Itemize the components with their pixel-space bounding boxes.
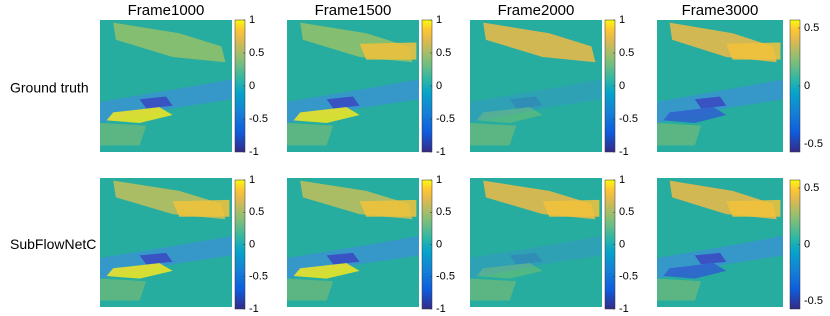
column-title: Frame1500 [315, 2, 392, 19]
heat-region [470, 79, 602, 123]
heat-region [542, 199, 600, 217]
colorbar-tick-label: 1 [619, 14, 625, 26]
heat-region [100, 122, 147, 146]
heat-region [509, 252, 543, 265]
colorbar-tick-label: -1 [436, 303, 446, 315]
heat-region [287, 278, 334, 301]
colorbar-tick-label: -0.5 [619, 113, 638, 125]
heat-region [694, 252, 727, 265]
heat-region [326, 252, 360, 265]
colorbar-tick-label: 0.5 [436, 206, 451, 218]
heat-region [293, 107, 360, 123]
heatmap [470, 20, 602, 152]
colorbar-tick-label: 0 [619, 238, 625, 250]
colorbar-tick-label: 0 [619, 80, 625, 92]
column-title: Frame1000 [128, 2, 205, 19]
heatmap [657, 178, 783, 307]
heat-region [326, 96, 360, 109]
heat-region [663, 263, 727, 279]
heat-region [663, 107, 727, 123]
heat-region [694, 96, 727, 109]
column-title: Frame2000 [498, 2, 575, 19]
colorbar-tick-label: 1 [249, 14, 255, 26]
heat-region [657, 122, 702, 146]
colorbar-tick-label: -1 [619, 303, 629, 315]
heat-region [100, 278, 147, 301]
colorbar-tick-label: -0.5 [804, 138, 823, 150]
heat-region [470, 278, 517, 301]
heat-region [139, 252, 173, 265]
column-title: Frame3000 [682, 2, 759, 19]
colorbar-tick-label: 1 [436, 174, 442, 186]
heat-region [476, 263, 543, 279]
colorbar-tick-label: 0 [804, 80, 810, 92]
heat-region [483, 22, 596, 63]
heatmap [287, 20, 419, 152]
heat-region [509, 96, 543, 109]
heat-region [139, 96, 173, 109]
colorbar-tick-label: -1 [249, 303, 259, 315]
colorbar-tick-label: -1 [436, 146, 446, 158]
colorbar-tick-label: 1 [619, 174, 625, 186]
colorbar-tick-label: 0.5 [804, 22, 819, 34]
colorbar-tick-label: 0.5 [249, 206, 264, 218]
colorbar-tick-label: 0.5 [436, 47, 451, 59]
heatmap [100, 20, 232, 152]
colorbar-tick-label: -0.5 [436, 113, 455, 125]
heat-region [293, 263, 360, 279]
heat-region [287, 122, 334, 146]
colorbar-tick-label: -0.5 [619, 271, 638, 283]
heat-region [359, 42, 417, 60]
heatmap [657, 20, 783, 152]
colorbar-tick-label: 0 [436, 238, 442, 250]
colorbar-tick-label: 0 [249, 80, 255, 92]
heatmap [100, 178, 232, 307]
colorbar-tick-label: 0 [249, 238, 255, 250]
heat-region [106, 263, 173, 279]
colorbar-tick-label: 0.5 [804, 182, 819, 194]
colorbar-tick-label: 0.5 [249, 47, 264, 59]
colorbar-tick-label: 1 [436, 14, 442, 26]
heat-region [106, 107, 173, 123]
heat-region [113, 22, 226, 63]
heat-region [657, 278, 702, 301]
colorbar-tick-label: -0.5 [249, 271, 268, 283]
heat-region [726, 42, 781, 60]
heat-region [476, 107, 543, 123]
heatmap [470, 178, 602, 307]
heat-region [172, 199, 230, 217]
heat-region [470, 122, 517, 146]
colorbar-tick-label: 1 [249, 174, 255, 186]
heat-region [359, 199, 417, 217]
colorbar-tick-label: 0 [804, 238, 810, 250]
colorbar-tick-label: 0 [436, 80, 442, 92]
row-label: Ground truth [10, 80, 89, 96]
heat-region [470, 236, 602, 279]
colorbar-tick-label: -0.5 [804, 295, 823, 307]
heatmap [287, 178, 419, 307]
row-label: SubFlowNetC [10, 236, 96, 252]
colorbar-tick-label: -1 [249, 146, 259, 158]
heat-region [726, 199, 781, 217]
colorbar-tick-label: 0.5 [619, 206, 634, 218]
colorbar-tick-label: 0.5 [619, 47, 634, 59]
colorbar-tick-label: -0.5 [249, 113, 268, 125]
colorbar-tick-label: -0.5 [436, 271, 455, 283]
colorbar-tick-label: -1 [619, 146, 629, 158]
